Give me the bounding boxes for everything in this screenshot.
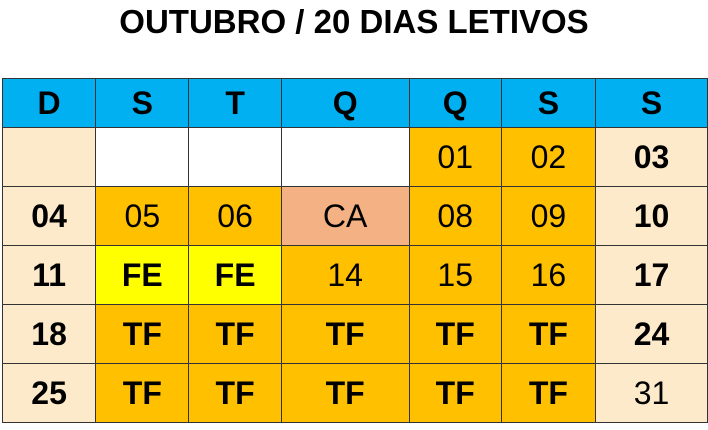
day-cell: 02 <box>500 127 597 187</box>
week-row: 11 FE FE 14 15 16 17 <box>1 245 708 305</box>
header-cell: Q <box>280 78 410 128</box>
day-cell: TF <box>95 304 190 364</box>
day-cell: 25 <box>1 363 97 423</box>
day-cell: 14 <box>280 245 410 305</box>
day-cell: 05 <box>95 186 190 246</box>
day-cell: 24 <box>595 304 708 364</box>
day-cell: 31 <box>595 363 708 423</box>
day-cell: FE <box>188 245 282 305</box>
day-cell: 01 <box>408 127 502 187</box>
day-cell: TF <box>188 304 282 364</box>
calendar: D S T Q Q S S 01 02 03 04 05 06 CA 08 09 10 11 FE FE 14 15 16 1… <box>1 78 708 423</box>
day-cell: 16 <box>500 245 597 305</box>
title: OUTUBRO / 20 DIAS LETIVOS <box>119 3 589 40</box>
week-row: 01 02 03 <box>1 127 708 187</box>
day-cell: 18 <box>1 304 97 364</box>
day-cell: TF <box>188 363 282 423</box>
day-cell: 11 <box>1 245 97 305</box>
week-row: 18 TF TF TF TF TF 24 <box>1 304 708 364</box>
header-cell: S <box>95 78 190 128</box>
day-cell <box>95 127 190 187</box>
day-cell: FE <box>95 245 190 305</box>
week-row: 04 05 06 CA 08 09 10 <box>1 186 708 246</box>
header-cell: S <box>595 78 708 128</box>
day-cell <box>280 127 410 187</box>
day-cell: TF <box>408 363 502 423</box>
day-cell: TF <box>408 304 502 364</box>
day-cell: TF <box>500 304 597 364</box>
day-cell: TF <box>280 363 410 423</box>
day-cell: 15 <box>408 245 502 305</box>
day-cell: 03 <box>595 127 708 187</box>
day-cell: 04 <box>1 186 97 246</box>
day-cell: CA <box>280 186 410 246</box>
header-cell: S <box>500 78 597 128</box>
day-cell: TF <box>95 363 190 423</box>
day-cell: 06 <box>188 186 282 246</box>
day-cell: 10 <box>595 186 708 246</box>
day-cell <box>1 127 97 187</box>
header-cell: D <box>1 78 97 128</box>
header-cell: Q <box>408 78 502 128</box>
header-cell: T <box>188 78 282 128</box>
day-cell: TF <box>500 363 597 423</box>
day-cell: 09 <box>500 186 597 246</box>
day-cell: TF <box>280 304 410 364</box>
day-cell <box>188 127 282 187</box>
day-cell: 08 <box>408 186 502 246</box>
day-cell: 17 <box>595 245 708 305</box>
week-row: 25 TF TF TF TF TF 31 <box>1 363 708 423</box>
